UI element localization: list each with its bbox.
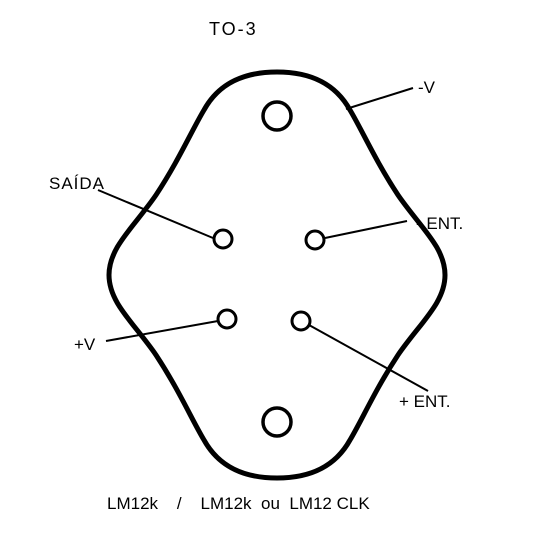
saida-label: SAÍDA bbox=[49, 174, 105, 194]
vplus-pin bbox=[218, 310, 236, 328]
footer-label: LM12k / LM12k ou LM12 CLK bbox=[107, 494, 370, 514]
entplus-label: + ENT. bbox=[399, 392, 451, 412]
entminus-label: - ENT. bbox=[416, 214, 463, 234]
title-label: TO-3 bbox=[209, 19, 258, 40]
vminus-leader bbox=[346, 88, 413, 109]
entminus-leader bbox=[325, 221, 407, 238]
package-outline bbox=[109, 72, 445, 478]
vminus-label: -V bbox=[418, 78, 435, 98]
saida-pin bbox=[214, 230, 232, 248]
top-mounting-hole bbox=[263, 102, 291, 130]
vplus-label: +V bbox=[74, 335, 95, 355]
entplus-pin bbox=[292, 312, 310, 330]
bottom-mounting-hole bbox=[263, 408, 291, 436]
to3-diagram bbox=[0, 0, 555, 539]
entminus-pin bbox=[306, 231, 324, 249]
vplus-leader bbox=[106, 321, 218, 341]
